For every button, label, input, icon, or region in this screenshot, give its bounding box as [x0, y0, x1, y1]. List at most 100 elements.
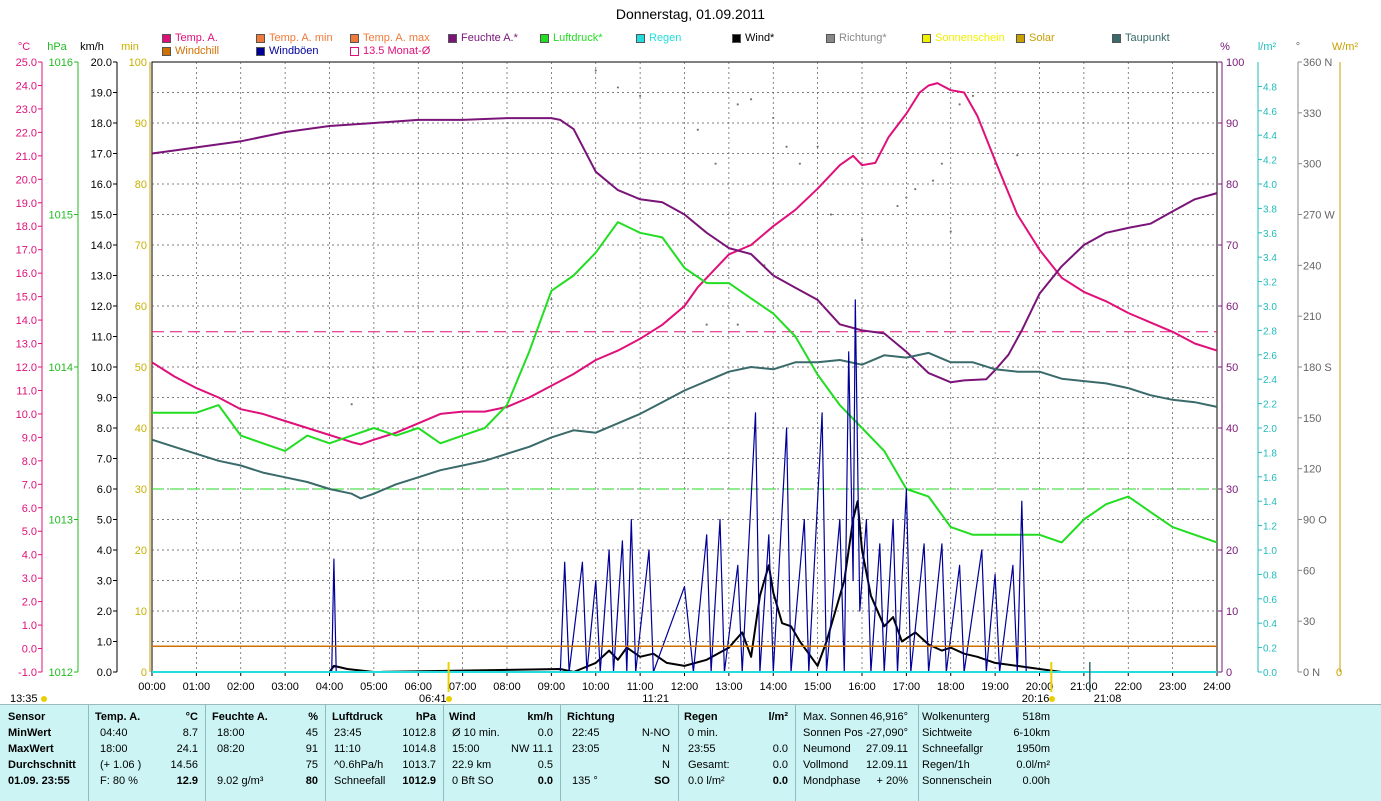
astro-value: 27.09.11	[865, 743, 908, 755]
legend-label: Taupunkt	[1125, 32, 1170, 44]
y-tick-label-hpa: 1016	[49, 57, 73, 69]
x-tick-label: 20:00	[1026, 681, 1054, 693]
legend-swatch	[162, 33, 171, 43]
y-tick-label-celsius: 0.0	[22, 644, 37, 656]
panel-separator	[205, 705, 206, 801]
direction-point	[639, 94, 642, 97]
y-tick-label-min: 50	[135, 362, 147, 374]
y-tick-label-lm2: 3.2	[1263, 278, 1277, 289]
panel-separator	[560, 705, 561, 801]
y-tick-label-deg: 270 W	[1303, 210, 1335, 222]
y-tick-label-deg: 240	[1303, 260, 1321, 272]
stats-value: 1012.9	[402, 775, 436, 787]
x-tick-label: 10:00	[582, 681, 610, 693]
y-tick-label-percent: 40	[1226, 423, 1238, 435]
y-tick-label-lm2: 1.6	[1263, 473, 1277, 484]
y-tick-label-hpa: 1015	[49, 210, 73, 222]
y-tick-label-celsius: 17.0	[16, 245, 37, 257]
y-tick-label-kmh: 6.0	[97, 484, 112, 496]
y-tick-label-celsius: 23.0	[16, 104, 37, 116]
legend-label: Luftdruck*	[553, 32, 603, 44]
y-tick-label-wm2: 0	[1336, 667, 1342, 679]
y-tick-label-kmh: 11.0	[91, 332, 112, 344]
legend-item: Taupunkt	[1112, 32, 1170, 44]
x-tick-label: 07:00	[449, 681, 477, 693]
y-tick-label-celsius: 22.0	[16, 127, 37, 139]
axis-header-min: min	[121, 41, 139, 53]
y-tick-label-lm2: 3.4	[1263, 253, 1277, 264]
y-tick-label-lm2: 3.0	[1263, 302, 1277, 313]
y-tick-label-min: 40	[135, 423, 147, 435]
x-tick-label: 16:00	[848, 681, 876, 693]
stats-value: SO	[654, 775, 670, 787]
y-tick-label-celsius: 12.0	[16, 362, 37, 374]
y-tick-label-kmh: 9.0	[97, 393, 112, 405]
x-tick-label: 05:00	[360, 681, 388, 693]
stats-cell: (+ 1.06 )	[100, 759, 142, 771]
legend-swatch	[1112, 33, 1121, 43]
legend-label: 13.5 Monat-Ø	[363, 45, 431, 57]
y-tick-label-min: 60	[135, 301, 147, 313]
stats-value: 0.0	[772, 775, 788, 787]
legend-item: Temp. A. min	[256, 32, 333, 44]
sun-icon	[1049, 696, 1055, 702]
y-tick-label-lm2: 4.8	[1263, 82, 1277, 93]
stats-value: 24.1	[176, 743, 198, 755]
y-tick-label-lm2: 0.2	[1263, 644, 1277, 655]
y-tick-label-percent: 100	[1226, 57, 1244, 69]
y-tick-label-kmh: 7.0	[97, 454, 112, 466]
panel-separator	[325, 705, 326, 801]
direction-point	[1016, 154, 1019, 157]
x-tick-label: 15:00	[804, 681, 832, 693]
stats-header: Richtung	[567, 711, 615, 723]
astro-value: + 20%	[876, 775, 909, 787]
x-tick-label: 17:00	[893, 681, 921, 693]
stats-row-label: Durchschnitt	[8, 759, 76, 771]
stats-cell: 23:05	[572, 743, 600, 755]
y-tick-label-celsius: 21.0	[16, 151, 37, 163]
stats-cell: 135 °	[572, 775, 598, 787]
direction-point	[696, 128, 699, 131]
stats-value: 1013.7	[402, 759, 436, 771]
misc-value: 6-10km	[1013, 727, 1050, 739]
series-line	[152, 299, 1217, 673]
legend-label: Temp. A. min	[269, 32, 333, 44]
y-tick-label-kmh: 15.0	[91, 210, 112, 222]
y-tick-label-lm2: 3.6	[1263, 229, 1277, 240]
stats-header: hPa	[415, 711, 436, 723]
stats-cell: 23:45	[334, 727, 362, 739]
y-tick-label-kmh: 12.0	[91, 301, 112, 313]
y-tick-label-kmh: 18.0	[91, 118, 112, 130]
misc-value: 518m	[1022, 711, 1050, 723]
stats-cell: Schneefall	[334, 775, 386, 787]
y-tick-label-deg: 180 S	[1303, 362, 1332, 374]
y-tick-label-lm2: 4.6	[1263, 107, 1277, 118]
direction-point	[785, 145, 788, 148]
legend-swatch	[732, 33, 741, 43]
legend-label: Windböen	[269, 45, 319, 57]
axis-header-hpa: hPa	[47, 41, 67, 53]
x-tick-label: 18:00	[937, 681, 965, 693]
panel-separator	[443, 705, 444, 801]
y-tick-label-kmh: 19.0	[91, 88, 112, 100]
legend-swatch	[922, 33, 931, 43]
y-tick-label-celsius: 15.0	[16, 292, 37, 304]
stats-value: N	[662, 759, 670, 771]
legend-swatch	[350, 33, 359, 43]
weather-chart: 00:00 01:00 02:00 03:00 04:00 05:00 06:00 07:00…	[10, 41, 1358, 704]
axis-header-celsius: °C	[18, 41, 30, 53]
x-tick-label: 13:00	[715, 681, 743, 693]
y-tick-label-lm2: 2.2	[1263, 400, 1277, 411]
stats-value: 14.56	[170, 759, 198, 771]
x-tick-label: 09:00	[538, 681, 566, 693]
y-tick-label-lm2: 2.6	[1263, 351, 1277, 362]
direction-point	[829, 213, 833, 216]
y-tick-label-min: 20	[135, 545, 147, 557]
stats-header: km/h	[527, 711, 553, 723]
stats-value: 75	[305, 759, 318, 771]
y-tick-label-percent: 50	[1226, 362, 1238, 374]
y-tick-label-min: 0	[141, 667, 147, 679]
y-tick-label-hpa: 1012	[49, 667, 73, 679]
moonrise-label: 21:08	[1094, 693, 1122, 704]
stats-header: Temp. A.	[95, 711, 141, 723]
